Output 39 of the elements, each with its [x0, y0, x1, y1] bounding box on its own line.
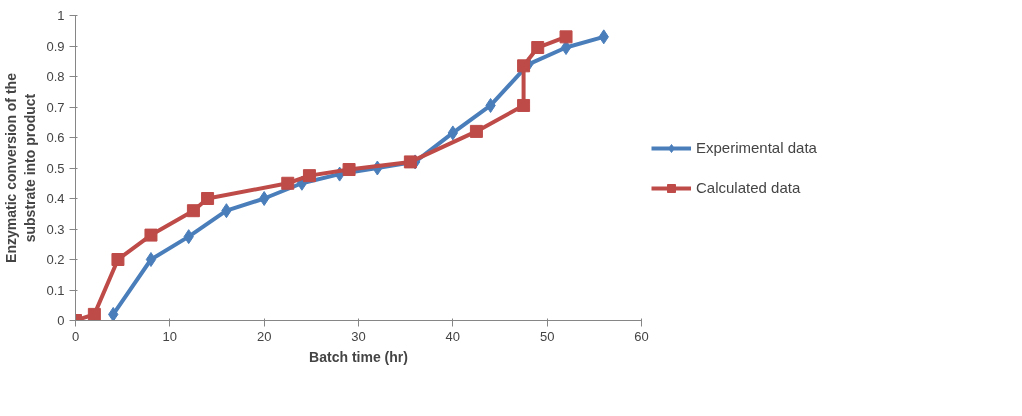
x-tick-label: 50: [539, 328, 555, 344]
y-tick-label: 0.7: [46, 99, 65, 115]
point: [559, 30, 573, 44]
y-tick-label: 0.9: [46, 38, 65, 54]
y-tick-label: 0.8: [46, 69, 65, 84]
point: [403, 155, 417, 169]
y-tick-label: 0.5: [46, 160, 65, 176]
point: [201, 192, 215, 205]
x-axis-title: Batch time (hr): [309, 348, 408, 365]
point: [108, 306, 119, 321]
y-tick-label: 0.3: [46, 221, 65, 237]
x-tick-label: 20: [256, 328, 272, 344]
legend-label: Calculated data: [696, 179, 801, 196]
y-tick-label: 0: [57, 313, 65, 328]
x-tick-label: 10: [162, 328, 178, 344]
point: [186, 204, 200, 218]
point: [87, 307, 101, 321]
point: [517, 98, 531, 112]
point: [517, 59, 531, 73]
x-tick-label: 30: [351, 328, 366, 344]
point: [145, 252, 157, 267]
y-tick-label: 1: [57, 8, 65, 23]
point: [469, 124, 483, 138]
y-axis-title: Enzymatic conversion of the substrate into product: [3, 72, 39, 263]
point: [144, 228, 158, 242]
point: [111, 253, 125, 266]
point: [302, 169, 316, 183]
y-tick-label: 0.1: [46, 282, 65, 298]
point: [531, 41, 545, 55]
y-tick-label: 0.4: [46, 191, 65, 206]
x-tick-label: 0: [71, 328, 80, 344]
point: [259, 191, 270, 206]
point: [342, 163, 356, 177]
point: [281, 176, 295, 190]
x-tick-label: 60: [634, 328, 649, 344]
y-tick-label: 0.2: [46, 252, 65, 267]
legend-label: Experimental data: [696, 139, 817, 156]
y-tick-label: 0.6: [46, 130, 65, 145]
x-tick-label: 40: [445, 328, 461, 344]
